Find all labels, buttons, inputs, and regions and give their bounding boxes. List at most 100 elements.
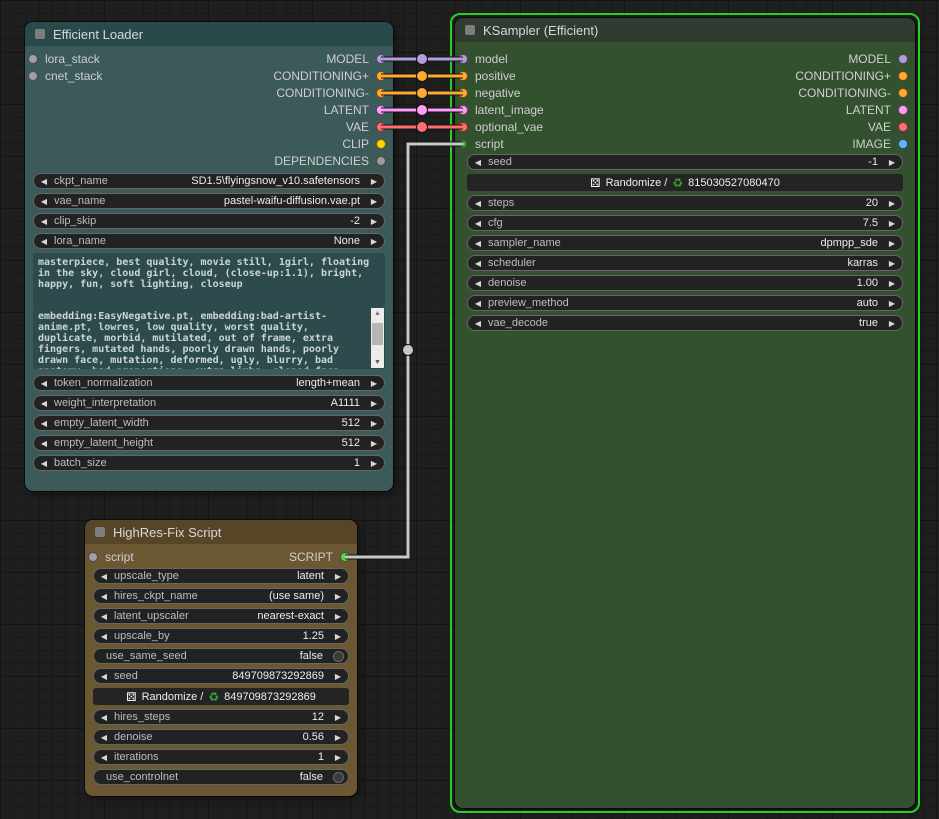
widget-iterations[interactable]: ◀ iterations 1 ▶ <box>93 749 349 765</box>
toggle-knob[interactable] <box>333 771 344 783</box>
output-slot-dependencies[interactable]: DEPENDENCIES <box>273 152 386 169</box>
widget-vae-decode[interactable]: ◀ vae_decode true ▶ <box>467 315 903 331</box>
decrement-arrow-icon[interactable]: ◀ <box>100 631 108 641</box>
input-slot-model[interactable]: model <box>458 50 544 67</box>
decrement-arrow-icon[interactable]: ◀ <box>474 298 482 308</box>
widget-hires-steps[interactable]: ◀ hires_steps 12 ▶ <box>93 709 349 725</box>
decrement-arrow-icon[interactable]: ◀ <box>100 752 108 762</box>
increment-arrow-icon[interactable]: ▶ <box>888 238 896 248</box>
conditioning-minus-port-icon[interactable] <box>898 87 908 98</box>
increment-arrow-icon[interactable]: ▶ <box>370 236 378 246</box>
decrement-arrow-icon[interactable]: ◀ <box>40 236 48 246</box>
conditioning-minus-port-icon[interactable] <box>376 87 386 98</box>
increment-arrow-icon[interactable]: ▶ <box>334 671 342 681</box>
collapse-icon[interactable] <box>95 527 105 537</box>
positive-port-icon[interactable] <box>458 70 468 81</box>
latent-image-port-icon[interactable] <box>458 104 468 115</box>
widget-cfg[interactable]: ◀ cfg 7.5 ▶ <box>467 215 903 231</box>
increment-arrow-icon[interactable]: ▶ <box>888 298 896 308</box>
widget-upscale-by[interactable]: ◀ upscale_by 1.25 ▶ <box>93 628 349 644</box>
input-slot-cnet-stack[interactable]: cnet_stack <box>28 67 102 84</box>
script-port-icon[interactable] <box>458 138 468 149</box>
randomize-hires-seed-button[interactable]: ⚄ Randomize / ♻ 849709873292869 <box>93 688 349 705</box>
output-slot-vae[interactable]: VAE <box>273 118 386 135</box>
decrement-arrow-icon[interactable]: ◀ <box>40 216 48 226</box>
widget-sampler-name[interactable]: ◀ sampler_name dpmpp_sde ▶ <box>467 235 903 251</box>
widget-empty-latent-width[interactable]: ◀ empty_latent_width 512 ▶ <box>33 415 385 431</box>
decrement-arrow-icon[interactable]: ◀ <box>100 671 108 681</box>
conditioning-plus-port-icon[interactable] <box>898 70 908 81</box>
efficient-loader-title-bar[interactable]: Efficient Loader <box>25 22 393 46</box>
negative-prompt-textarea[interactable]: embedding:EasyNegative.pt, embedding:bad… <box>33 307 385 369</box>
decrement-arrow-icon[interactable]: ◀ <box>40 196 48 206</box>
widget-steps[interactable]: ◀ steps 20 ▶ <box>467 195 903 211</box>
widget-empty-latent-height[interactable]: ◀ empty_latent_height 512 ▶ <box>33 435 385 451</box>
increment-arrow-icon[interactable]: ▶ <box>888 258 896 268</box>
scrollbar-thumb[interactable] <box>372 323 383 345</box>
increment-arrow-icon[interactable]: ▶ <box>334 611 342 621</box>
input-slot-lora-stack[interactable]: lora_stack <box>28 50 102 67</box>
decrement-arrow-icon[interactable]: ◀ <box>474 218 482 228</box>
increment-arrow-icon[interactable]: ▶ <box>888 157 896 167</box>
increment-arrow-icon[interactable]: ▶ <box>334 712 342 722</box>
widget-preview-method[interactable]: ◀ preview_method auto ▶ <box>467 295 903 311</box>
input-slot-script[interactable]: script <box>88 548 134 565</box>
dependencies-port-icon[interactable] <box>376 155 386 166</box>
increment-arrow-icon[interactable]: ▶ <box>370 398 378 408</box>
decrement-arrow-icon[interactable]: ◀ <box>40 458 48 468</box>
node-highres-fix-script[interactable]: HighRes-Fix Script script SCRIPT <box>85 520 357 796</box>
output-slot-latent[interactable]: LATENT <box>795 101 908 118</box>
increment-arrow-icon[interactable]: ▶ <box>334 631 342 641</box>
decrement-arrow-icon[interactable]: ◀ <box>474 258 482 268</box>
decrement-arrow-icon[interactable]: ◀ <box>474 157 482 167</box>
increment-arrow-icon[interactable]: ▶ <box>370 438 378 448</box>
decrement-arrow-icon[interactable]: ◀ <box>100 732 108 742</box>
decrement-arrow-icon[interactable]: ◀ <box>100 712 108 722</box>
increment-arrow-icon[interactable]: ▶ <box>888 198 896 208</box>
input-slot-script[interactable]: script <box>458 135 544 152</box>
increment-arrow-icon[interactable]: ▶ <box>334 752 342 762</box>
node-efficient-loader[interactable]: Efficient Loader lora_stack cnet_stack <box>25 22 393 491</box>
decrement-arrow-icon[interactable]: ◀ <box>40 378 48 388</box>
model-port-icon[interactable] <box>898 53 908 64</box>
increment-arrow-icon[interactable]: ▶ <box>334 591 342 601</box>
output-slot-conditioning-plus[interactable]: CONDITIONING+ <box>795 67 908 84</box>
output-slot-script[interactable]: SCRIPT <box>289 548 350 565</box>
increment-arrow-icon[interactable]: ▶ <box>888 318 896 328</box>
positive-prompt-textarea[interactable]: masterpiece, best quality, movie still, … <box>33 253 385 307</box>
collapse-icon[interactable] <box>465 25 475 35</box>
highres-title-bar[interactable]: HighRes-Fix Script <box>85 520 357 544</box>
output-slot-model[interactable]: MODEL <box>273 50 386 67</box>
widget-vae-name[interactable]: ◀ vae_name pastel-waifu-diffusion.vae.pt… <box>33 193 385 209</box>
collapse-icon[interactable] <box>35 29 45 39</box>
widget-latent-upscaler[interactable]: ◀ latent_upscaler nearest-exact ▶ <box>93 608 349 624</box>
decrement-arrow-icon[interactable]: ◀ <box>474 198 482 208</box>
widget-upscale-type[interactable]: ◀ upscale_type latent ▶ <box>93 568 349 584</box>
increment-arrow-icon[interactable]: ▶ <box>370 458 378 468</box>
widget-lora-name[interactable]: ◀ lora_name None ▶ <box>33 233 385 249</box>
cnet-stack-port-icon[interactable] <box>28 70 38 81</box>
output-slot-image[interactable]: IMAGE <box>795 135 908 152</box>
widget-denoise[interactable]: ◀ denoise 1.00 ▶ <box>467 275 903 291</box>
decrement-arrow-icon[interactable]: ◀ <box>100 611 108 621</box>
decrement-arrow-icon[interactable]: ◀ <box>40 398 48 408</box>
widget-use-controlnet[interactable]: use_controlnet false <box>93 769 349 785</box>
output-slot-clip[interactable]: CLIP <box>273 135 386 152</box>
input-slot-optional-vae[interactable]: optional_vae <box>458 118 544 135</box>
randomize-seed-button[interactable]: ⚄ Randomize / ♻ 815030527080470 <box>467 174 903 191</box>
widget-batch-size[interactable]: ◀ batch_size 1 ▶ <box>33 455 385 471</box>
increment-arrow-icon[interactable]: ▶ <box>888 278 896 288</box>
increment-arrow-icon[interactable]: ▶ <box>370 216 378 226</box>
widget-hires-denoise[interactable]: ◀ denoise 0.56 ▶ <box>93 729 349 745</box>
scroll-up-icon[interactable]: ▲ <box>374 310 381 317</box>
output-slot-vae[interactable]: VAE <box>795 118 908 135</box>
widget-ckpt-name[interactable]: ◀ ckpt_name SD1.5\flyingsnow_v10.safeten… <box>33 173 385 189</box>
output-slot-model[interactable]: MODEL <box>795 50 908 67</box>
model-port-icon[interactable] <box>376 53 386 64</box>
increment-arrow-icon[interactable]: ▶ <box>334 571 342 581</box>
widget-hires-seed[interactable]: ◀ seed 849709873292869 ▶ <box>93 668 349 684</box>
increment-arrow-icon[interactable]: ▶ <box>888 218 896 228</box>
script-output-port-icon[interactable] <box>340 551 350 562</box>
output-slot-conditioning-plus[interactable]: CONDITIONING+ <box>273 67 386 84</box>
